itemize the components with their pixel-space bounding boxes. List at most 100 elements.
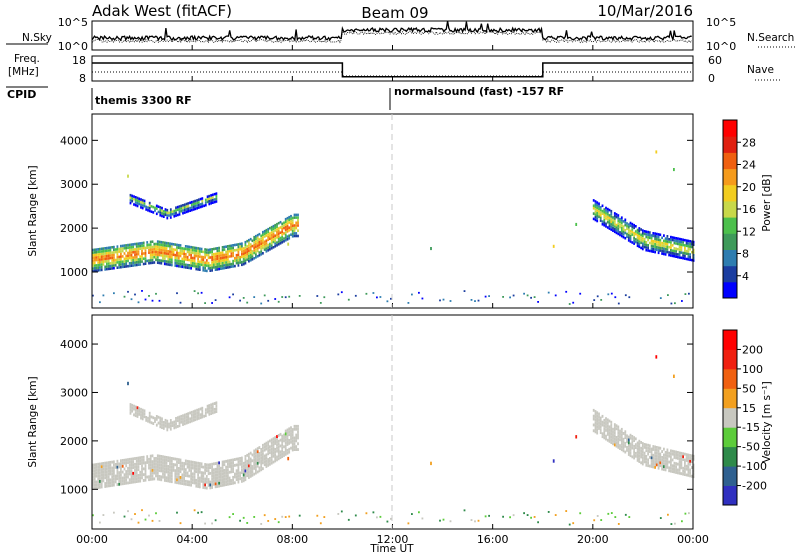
echo-cell [624, 441, 627, 445]
echo-cell [287, 242, 290, 246]
echo-cell [156, 466, 159, 469]
echo-cell [681, 300, 683, 302]
echo-cell [675, 247, 677, 251]
echo-cell [657, 452, 660, 456]
echo-cell [140, 407, 142, 411]
echo-cell [232, 249, 234, 252]
echo-cell [284, 516, 287, 518]
echo-cell [617, 445, 620, 449]
echo-cell [263, 243, 266, 246]
echo-cell [167, 465, 170, 468]
echo-cell [284, 441, 287, 445]
echo-cell [125, 262, 128, 266]
echo-cell [652, 245, 655, 248]
echo-cell [170, 250, 173, 254]
colorbar-tick-label: -100 [742, 460, 767, 473]
echo-cell [201, 202, 204, 206]
echo-cell [197, 257, 199, 261]
echo-cell [643, 230, 646, 233]
echo-cell [228, 247, 231, 250]
echo-cell [626, 448, 628, 452]
echo-cell [670, 246, 672, 249]
date-title: 10/Mar/2016 [597, 2, 693, 20]
echo-cell [157, 210, 160, 214]
echo-cell [166, 425, 169, 429]
echo-cell [149, 460, 152, 464]
echo-cell [137, 250, 140, 253]
echo-cell [182, 423, 184, 426]
echo-cell [213, 263, 215, 267]
echo-cell [107, 475, 110, 479]
echo-cell [537, 301, 539, 303]
echo-cell [211, 201, 214, 204]
echo-cell [144, 298, 147, 301]
echo-cell [118, 266, 121, 269]
echo-cell [619, 444, 621, 448]
echo-cell [684, 238, 686, 242]
echo-cell [276, 446, 278, 450]
echo-cell [151, 248, 154, 251]
echo-cell [188, 463, 191, 466]
echo-cell [523, 292, 525, 295]
echo-cell [647, 244, 649, 247]
echo-cell [144, 470, 147, 473]
echo-cell [283, 232, 285, 235]
echo-cell [99, 253, 101, 256]
echo-cell [216, 470, 219, 474]
echo-cell [134, 261, 136, 264]
echo-cell [216, 254, 219, 258]
echo-cell [225, 253, 227, 256]
echo-cell [265, 228, 268, 232]
echo-cell [613, 227, 616, 231]
echo-cell [685, 464, 688, 468]
echo-cell [624, 229, 627, 232]
echo-cell [169, 456, 171, 460]
echo-cell [106, 259, 108, 263]
echo-cell [197, 249, 199, 253]
echo-cell [116, 465, 119, 469]
echo-cell [599, 422, 602, 426]
echo-cell [227, 255, 229, 259]
echo-cell [633, 242, 635, 245]
echo-cell [284, 233, 287, 237]
echo-cell [648, 236, 651, 240]
echo-cell [100, 263, 103, 266]
echo-cell [198, 255, 201, 258]
echo-cell [92, 514, 94, 517]
echo-cell [186, 483, 189, 486]
echo-cell [211, 402, 214, 406]
echo-cell [680, 240, 683, 244]
echo-cell [365, 512, 368, 515]
echo-cell [284, 447, 287, 450]
echo-cell [620, 427, 623, 431]
echo-cell [641, 242, 644, 245]
echo-cell [463, 509, 466, 512]
echo-cell [225, 465, 227, 469]
echo-cell [691, 245, 693, 249]
echo-cell [194, 409, 197, 413]
echo-cell [654, 460, 656, 463]
echo-cell [641, 442, 644, 445]
echo-cell [269, 245, 271, 248]
echo-cell [232, 262, 234, 266]
echo-cell [279, 231, 282, 234]
echo-cell [269, 448, 271, 452]
echo-cell [123, 247, 126, 250]
echo-cell [177, 461, 180, 464]
echo-cell [146, 246, 149, 249]
echo-cell [592, 417, 595, 421]
echo-cell [213, 252, 215, 256]
echo-cell [230, 249, 233, 253]
echo-cell [120, 462, 122, 466]
echo-cell [130, 475, 133, 478]
echo-cell [113, 256, 115, 259]
echo-cell [174, 457, 177, 461]
echo-cell [484, 295, 487, 298]
echo-cell [627, 441, 630, 445]
echo-cell [295, 213, 298, 217]
echo-cell [191, 251, 194, 255]
echo-cell [235, 472, 238, 476]
echo-cell [169, 459, 171, 463]
echo-cell [596, 515, 599, 517]
echo-cell [645, 457, 648, 461]
